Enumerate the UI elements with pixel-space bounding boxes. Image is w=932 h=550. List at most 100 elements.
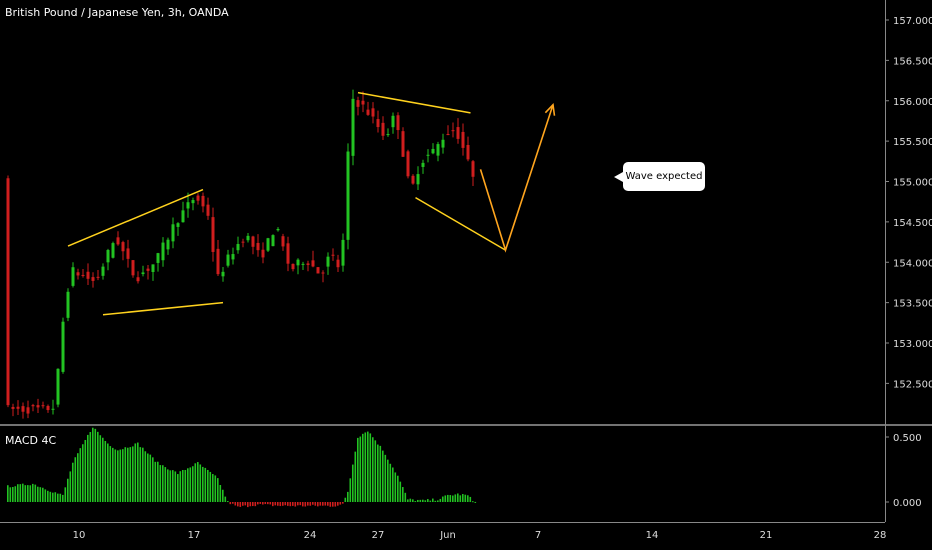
- macd-bar: [437, 500, 439, 502]
- macd-bar: [304, 502, 307, 507]
- candle-body: [6, 178, 10, 406]
- time-tick-label: 28: [874, 530, 887, 541]
- price-tick-label: 155.500: [893, 137, 932, 148]
- candle-body: [271, 235, 275, 247]
- macd-bar: [394, 472, 397, 502]
- candle-body: [61, 321, 65, 372]
- macd-bar: [457, 493, 459, 502]
- price-tick-label: 155.000: [893, 178, 932, 189]
- macd-bar: [274, 502, 277, 506]
- time-tick-label: Jun: [439, 530, 456, 541]
- candle-body: [401, 131, 405, 157]
- trendline: [67, 188, 204, 247]
- macd-bar: [197, 462, 199, 502]
- candle-body: [431, 148, 435, 154]
- candle-body: [16, 406, 20, 409]
- macd-bar: [44, 489, 47, 502]
- time-tick-label: 17: [188, 530, 201, 541]
- macd-bar: [222, 489, 224, 502]
- macd-bar: [12, 486, 14, 502]
- macd-bar: [302, 502, 304, 507]
- macd-bar: [237, 502, 239, 507]
- candle-body: [231, 254, 235, 260]
- macd-bar: [192, 466, 194, 502]
- candle-body: [46, 405, 50, 411]
- macd-bar: [102, 437, 104, 502]
- candle-body: [276, 228, 280, 231]
- time-tick-label: 14: [646, 530, 659, 541]
- macd-bar: [177, 474, 179, 502]
- candle-body: [81, 274, 85, 276]
- macd-bar: [182, 469, 184, 502]
- candle-body: [331, 254, 335, 256]
- macd-bar: [382, 450, 384, 502]
- macd-bar: [354, 451, 357, 502]
- macd-bar: [92, 427, 94, 502]
- macd-bar: [174, 471, 177, 502]
- candle-body: [246, 235, 250, 241]
- macd-bar: [139, 447, 142, 502]
- macd-bar: [99, 435, 102, 502]
- candle-body: [296, 259, 300, 266]
- candle-body: [136, 277, 140, 282]
- macd-bar: [277, 502, 279, 506]
- macd-bar: [462, 494, 464, 502]
- candle-body: [31, 405, 35, 407]
- macd-bar: [367, 431, 369, 502]
- macd-bar: [272, 502, 274, 507]
- macd-bar: [194, 463, 197, 502]
- trendline: [102, 301, 224, 316]
- price-tick-label: 156.000: [893, 97, 932, 108]
- macd-bar: [447, 494, 449, 502]
- candle-body: [56, 368, 60, 405]
- trendline: [357, 91, 471, 114]
- macd-bar: [444, 495, 447, 502]
- candle-body: [251, 236, 255, 247]
- macd-bar: [29, 485, 32, 502]
- macd-bar: [229, 502, 232, 505]
- macd-bar: [319, 502, 322, 506]
- candle-body: [396, 115, 400, 131]
- macd-bar: [239, 502, 242, 507]
- macd-bar: [27, 485, 29, 502]
- macd-bar: [172, 470, 174, 502]
- macd-bar: [389, 463, 392, 502]
- macd-bar: [434, 500, 437, 502]
- macd-bar: [107, 443, 109, 502]
- price-tick-label: 157.000: [893, 16, 932, 27]
- macd-bar: [87, 434, 89, 502]
- candle-body: [411, 175, 415, 184]
- macd-tick-label: 0.000: [893, 498, 922, 509]
- candle-body: [211, 217, 215, 252]
- macd-bar: [472, 501, 474, 503]
- macd-bar: [247, 502, 249, 508]
- time-tick-label: 7: [535, 530, 541, 541]
- macd-bar: [219, 485, 222, 502]
- macd-bar: [254, 502, 257, 507]
- macd-bar: [227, 501, 229, 503]
- candle-body: [371, 108, 375, 117]
- candle-body: [426, 154, 430, 156]
- macd-bar: [359, 436, 362, 502]
- candle-body: [261, 249, 265, 258]
- macd-bar: [22, 483, 24, 502]
- macd-bar: [404, 492, 407, 502]
- price-tick-label: 156.500: [893, 56, 932, 67]
- candle-body: [36, 405, 40, 408]
- macd-bar: [204, 467, 207, 502]
- candle-body: [146, 268, 150, 271]
- candle-body: [41, 405, 45, 407]
- candle-body: [441, 139, 445, 148]
- macd-bar: [244, 502, 247, 506]
- macd-bar: [242, 502, 244, 506]
- macd-pane: [7, 427, 477, 508]
- candle-body: [201, 195, 205, 207]
- macd-bar: [214, 475, 217, 502]
- macd-bar: [249, 502, 252, 507]
- macd-bar: [337, 502, 339, 506]
- macd-bar: [414, 501, 417, 503]
- macd-bar: [59, 493, 62, 502]
- macd-bar: [307, 502, 309, 506]
- macd-bar: [7, 485, 9, 502]
